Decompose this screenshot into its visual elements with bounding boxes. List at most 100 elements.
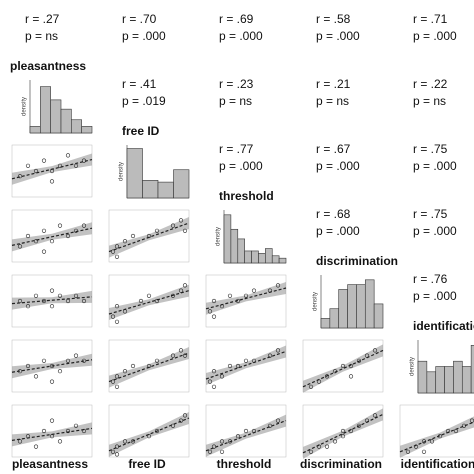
panel-frame [399,404,474,458]
scatter-point [65,358,71,363]
fit-line [11,296,93,305]
histogram-bar [373,303,384,329]
scatter-point [211,369,217,374]
scatter-point [340,434,346,439]
x-variable-label: free ID [128,457,166,471]
scatter-point [41,158,47,163]
histogram-bar [356,284,366,329]
histogram-bar [251,250,259,264]
scatter-point [178,418,184,423]
p-value: p = .000 [413,29,457,43]
histogram-bar [320,318,331,329]
scatter-point [421,449,427,454]
r-value: r = .41 [122,77,157,91]
scatter-point [154,428,160,434]
scatter-point [41,249,47,254]
panel-frame [108,404,190,458]
scatter-point [324,444,330,449]
scatter-point [207,379,213,384]
scatter-point [57,223,63,228]
scatter-point [114,452,120,457]
fit-line [108,417,190,452]
histogram-bar [237,238,245,264]
r-value: r = .77 [219,142,254,156]
scatter-point [170,423,176,428]
scatter-point [81,158,87,163]
histogram-bar [338,289,348,329]
scatter-point [73,293,79,298]
variable-label: discrimination [316,254,398,268]
scatter-point [122,309,128,314]
scatter-point [243,428,249,434]
histogram-bar [71,119,82,134]
p-value: p = .000 [219,159,263,173]
panel-frame [11,339,93,393]
scatter-point [340,363,346,369]
scatter-point [25,363,31,369]
histogram-bar [230,228,239,264]
scatter-point [332,369,338,374]
p-value: p = ns [219,94,252,108]
scatter-point [251,428,257,434]
fit-line [108,222,190,253]
scatter-point [170,223,176,228]
scatter-point [211,314,217,319]
histogram-bar [157,181,174,199]
scatter-point [267,288,273,293]
scatter-point [146,293,152,298]
panel-frame [108,274,190,328]
density-label: density [410,357,416,376]
scatter-point [110,449,116,454]
r-value: r = .22 [413,77,448,91]
scatter-point [114,254,120,259]
scatter-point [41,428,47,434]
scatter-point [364,353,370,358]
scatter-point [114,374,120,379]
scatter-point [65,233,71,239]
scatter-point [178,348,184,353]
x-variable-label: discrimination [300,457,382,471]
scatter-point [49,418,55,423]
r-value: r = .23 [219,77,254,91]
r-value: r = .75 [413,207,448,221]
scatter-point [182,413,188,418]
fit-line [11,227,93,246]
scatter-point [219,374,225,379]
scatter-point [308,384,314,389]
x-variable-label: pleasantness [12,457,88,471]
scatter-point [122,239,128,244]
scatter-point [114,244,120,249]
scatter-point [243,293,249,298]
scatter-point [207,449,213,454]
scatter-point [146,233,152,239]
p-value: p = .000 [316,224,360,238]
scatter-point [413,444,419,449]
scatter-point [33,444,39,449]
r-value: r = .68 [316,207,351,221]
scatter-point [235,298,241,304]
scatter-point [73,228,79,233]
fit-line [205,287,287,310]
scatter-point [243,358,249,363]
panel-frame [108,209,190,263]
scatter-point [219,449,225,454]
fit-line [108,352,190,383]
density-label: density [313,292,319,311]
scatter-point [348,374,354,379]
scatter-point [251,288,257,293]
scatter-point [154,358,160,363]
scatter-point [275,283,281,288]
scatter-point [316,444,322,449]
confidence-band [303,344,383,393]
histogram-bar [435,366,445,394]
scatter-point [17,369,23,374]
scatter-point [461,423,467,428]
p-value: p = .000 [122,29,166,43]
panel-frame [302,339,384,393]
scatter-point [170,353,176,358]
scatter-point [81,298,87,304]
scatter-point [130,439,136,444]
scatter-point [429,439,435,444]
scatter-point [33,374,39,379]
